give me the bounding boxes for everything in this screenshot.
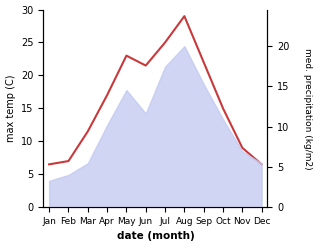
X-axis label: date (month): date (month) bbox=[116, 231, 194, 242]
Y-axis label: med. precipitation (kg/m2): med. precipitation (kg/m2) bbox=[303, 48, 313, 169]
Y-axis label: max temp (C): max temp (C) bbox=[5, 75, 16, 142]
